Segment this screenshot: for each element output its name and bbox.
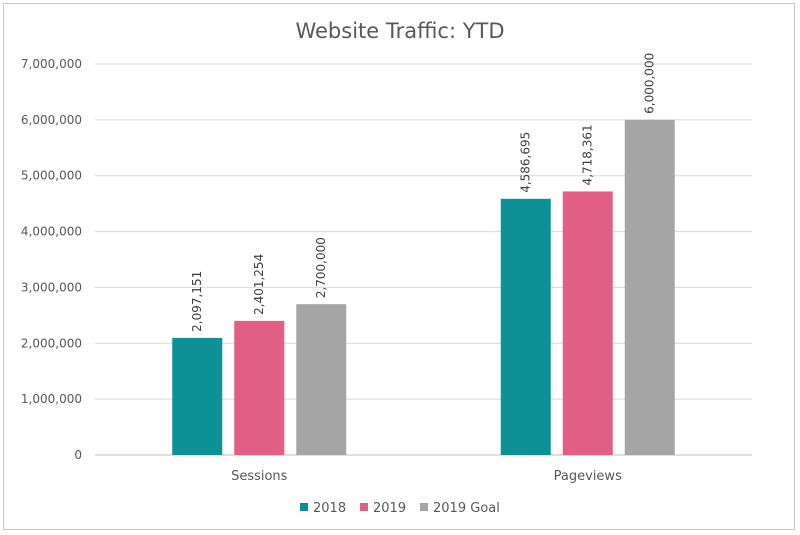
y-tick-label: 0: [74, 448, 82, 462]
data-label: 4,586,695: [519, 132, 533, 193]
y-tick-label: 5,000,000: [21, 169, 82, 183]
data-label: 2,097,151: [190, 271, 204, 332]
legend-swatch: [360, 503, 368, 511]
y-tick-label: 7,000,000: [21, 57, 82, 71]
bar-sessions-2019-goal: [296, 304, 347, 455]
data-label: 2,401,254: [252, 254, 266, 315]
legend-swatch: [420, 503, 428, 511]
legend: 2018 2019 2019 Goal: [300, 501, 500, 516]
bars: [172, 119, 675, 455]
data-label: 6,000,000: [643, 53, 657, 114]
y-axis-tick-labels: 0 1,000,000 2,000,000 3,000,000 4,000,000 5,0…: [21, 57, 82, 462]
data-label: 2,700,000: [314, 237, 328, 298]
y-tick-label: 3,000,000: [21, 280, 82, 294]
legend-label: 2019 Goal: [433, 501, 500, 516]
bar-pageviews-2019: [562, 191, 613, 455]
legend-label: 2019: [373, 501, 406, 516]
bar-pageviews-2019-goal: [624, 119, 675, 455]
y-tick-label: 1,000,000: [21, 392, 82, 406]
y-tick-label: 6,000,000: [21, 113, 82, 127]
bar-pageviews-2018: [500, 198, 551, 455]
x-axis-category-labels: Sessions Pageviews: [231, 469, 622, 484]
bar-sessions-2018: [172, 337, 223, 455]
y-tick-label: 4,000,000: [21, 225, 82, 239]
category-label: Pageviews: [554, 469, 622, 484]
legend-swatch: [300, 503, 308, 511]
bar-sessions-2019: [234, 320, 285, 455]
data-labels: 2,097,151 2,401,254 2,700,000 4,586,695 4,71…: [190, 53, 657, 332]
data-label: 4,718,361: [581, 124, 595, 185]
legend-label: 2018: [313, 501, 346, 516]
chart-title: Website Traffic: YTD: [295, 19, 504, 43]
y-tick-label: 2,000,000: [21, 336, 82, 350]
category-label: Sessions: [231, 469, 288, 484]
